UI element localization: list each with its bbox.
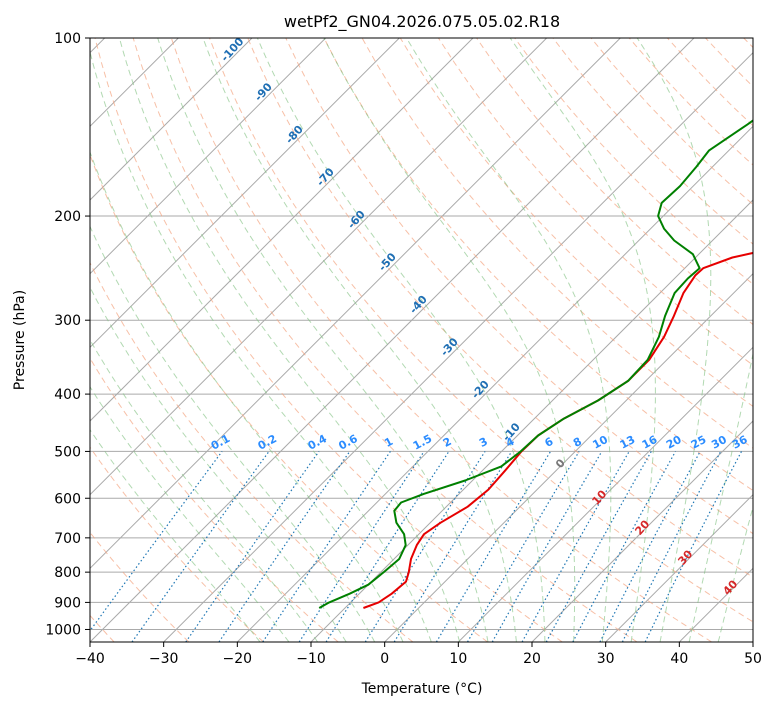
moist-adiabat [717,505,753,642]
dry-adiabat [476,38,753,326]
y-axis: 100 200 300 400 500 600 700 800 900 1000 [45,31,90,638]
y-tick-label: 700 [54,531,81,547]
isotherm [236,125,753,642]
dry-adiabat [94,38,563,642]
moist-adiabat [256,38,546,642]
x-tick-label: −40 [75,651,105,667]
mixing-ratio-label: 30 [709,433,729,452]
mixing-ratio-line [90,451,223,632]
isotherm [90,38,695,642]
moist-adiabat [90,385,290,642]
plot-frame [89,37,754,643]
isotherm [90,38,400,349]
isotherm [90,38,253,201]
mixing-ratio-line [131,451,270,642]
mixing-ratio-line [521,451,630,642]
x-tick-label: 50 [744,651,762,667]
moist-adiabat [90,225,376,642]
mixing-ratio-label: 10 [590,433,610,452]
isotherm [384,272,753,642]
moist-adiabat [406,38,612,642]
x-tick-label: 30 [597,651,615,667]
x-tick-label: 20 [523,651,541,667]
dry-adiabat [285,38,753,535]
y-axis-title: Pressure (hPa) [12,290,28,390]
moist-adiabat [202,38,517,642]
mixing-ratio-line [393,451,513,642]
y-tick-label: 800 [54,565,81,581]
moist-adiabat [688,351,753,642]
moist-adiabat [90,338,319,642]
mixing-ratio-line [325,451,450,642]
y-tick-label: 300 [54,313,81,329]
isotherm [90,38,548,496]
dry-adiabat [323,38,753,492]
y-tick-label: 600 [54,491,81,507]
sounding-profiles [318,119,753,609]
x-tick-label: −10 [296,651,326,667]
mixing-ratio-label: 20 [664,433,684,452]
x-tick-label: 10 [449,651,467,667]
mixing-ratio-line [218,451,351,642]
moist-adiabat [636,38,712,642]
y-tick-label: 400 [54,387,81,403]
x-tick-label: 40 [670,651,688,667]
x-tick-label: −30 [149,651,179,667]
isotherm [90,38,621,570]
isotherm [163,51,753,642]
isotherm [457,346,753,642]
mixing-ratio-line [545,451,652,642]
dry-adiabat [132,38,638,642]
y-tick-label: 500 [54,444,81,460]
isotherm [90,38,474,422]
y-tick-label: 1000 [45,622,81,638]
mixing-ratio-line [185,451,320,642]
y-tick-label: 100 [54,31,81,47]
background-lines [90,38,753,642]
mixing-ratio-label: 16 [640,433,660,452]
isotherm [90,38,327,275]
y-tick-label: 200 [54,209,81,225]
moist-adiabat [90,150,404,642]
moist-adiabat [90,428,261,642]
x-axis-title: Temperature (°C) [361,681,483,697]
mixing-ratio-label: 36 [730,433,750,452]
dry-adiabat [514,38,753,285]
mixing-ratio-line [262,451,391,642]
mixing-ratio-line [621,451,722,642]
x-tick-label: −20 [223,651,253,667]
mixing-ratio-line [572,451,677,642]
mixing-ratio-label: 13 [618,433,638,452]
moist-adiabat [90,50,432,642]
moist-adiabat [509,38,656,642]
dry-adiabat [90,357,339,642]
chart-title: wetPf2_GN04.2026.075.05.02.R18 [284,12,560,32]
isotherm [531,420,753,642]
x-tick-label: 0 [380,651,389,667]
y-tick-label: 900 [54,595,81,611]
moist-adiabat [90,286,347,642]
moist-adiabat [323,38,576,642]
dry-adiabat [90,261,414,642]
dry-adiabat [90,446,264,642]
mixing-ratio-line [298,451,425,642]
x-axis: −40 −30 −20 −10 0 10 20 30 40 50 [75,642,762,667]
moist-adiabat [118,38,461,642]
dry-adiabat [209,38,753,623]
dewpoint-profile [318,119,753,609]
mixing-ratio-label: 25 [689,433,709,452]
isotherm [605,493,753,642]
dry-adiabat [170,38,712,642]
moist-adiabat [157,38,489,642]
dry-adiabat [247,38,753,578]
mixing-ratio-line [644,451,743,642]
